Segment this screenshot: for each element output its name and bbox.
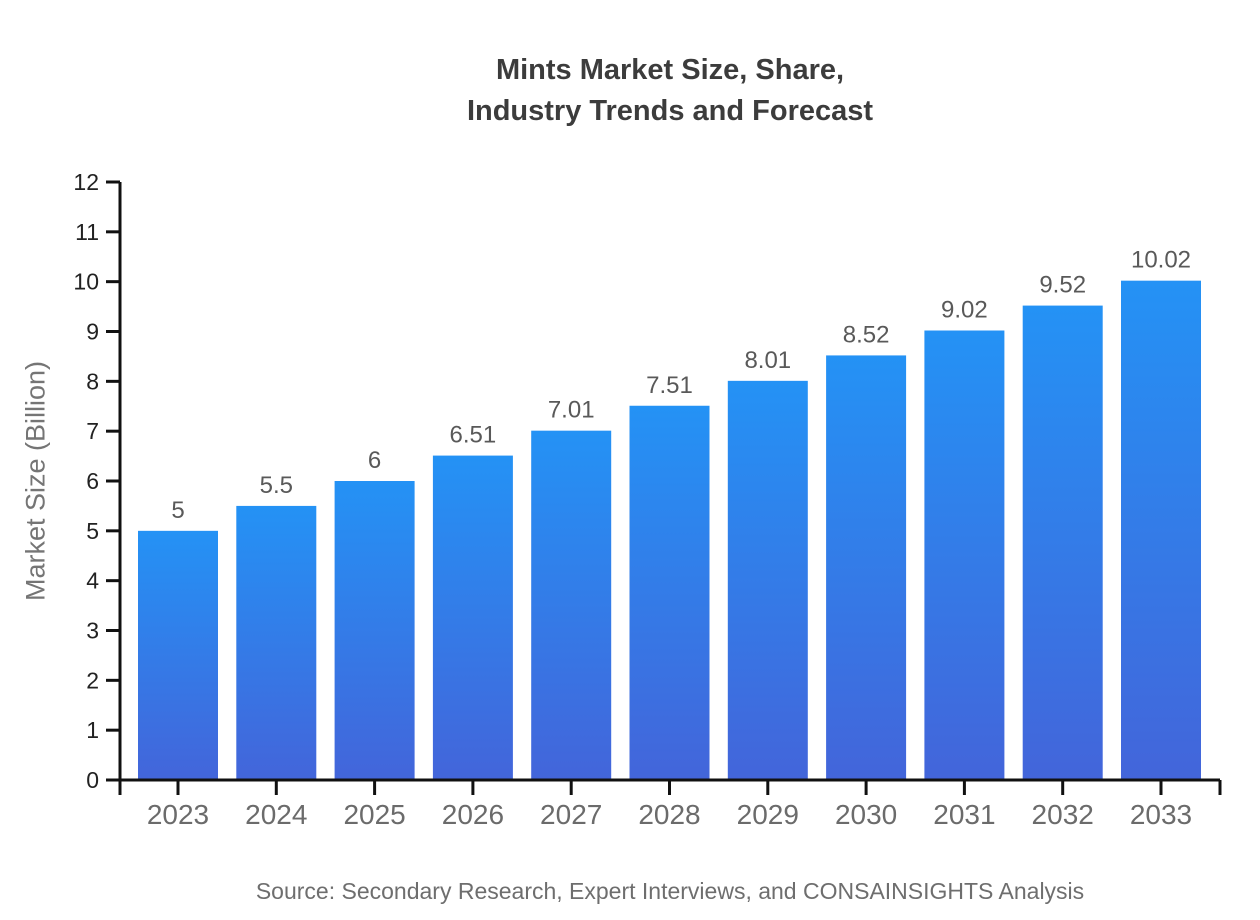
y-axis-tick-label: 4	[86, 568, 99, 594]
y-axis-tick-label: 0	[86, 767, 99, 793]
chart-title-line-1: Mints Market Size, Share,	[495, 54, 845, 86]
x-axis-tick-label: 2025	[343, 799, 405, 830]
chart-title-line-2: Industry Trends and Forecast	[466, 95, 874, 127]
bar	[1022, 305, 1103, 780]
x-axis-tick-label: 2032	[1032, 799, 1094, 830]
chart-title: Mints Market Size, Share, Industry Trend…	[120, 50, 1220, 132]
y-axis-tick-label: 6	[86, 468, 99, 494]
y-axis-tick-label: 7	[86, 418, 99, 444]
bar	[727, 380, 808, 780]
bar-value-label: 5.5	[260, 472, 293, 499]
y-axis-tick-label: 1	[86, 717, 99, 743]
x-axis-tick-label: 2028	[638, 799, 700, 830]
x-axis-tick-label: 2031	[933, 799, 995, 830]
bar	[826, 355, 907, 780]
x-axis-tick-label: 2023	[147, 799, 209, 830]
bar-value-label: 7.51	[646, 372, 693, 399]
x-axis-tick-label: 2027	[540, 799, 602, 830]
bar	[1121, 280, 1201, 780]
x-axis-tick-label: 2033	[1130, 799, 1192, 830]
bar-value-label: 8.01	[744, 347, 791, 374]
bar	[924, 330, 1005, 780]
bar-value-label: 5	[171, 497, 184, 524]
y-axis-tick-label: 2	[86, 667, 99, 693]
y-axis-tick-label: 11	[75, 219, 99, 245]
bar-value-label: 10.02	[1131, 247, 1191, 274]
y-axis-tick-label: 10	[73, 269, 99, 295]
bar-value-label: 8.52	[843, 321, 890, 348]
source-note: Source: Secondary Research, Expert Inter…	[255, 878, 1085, 904]
x-axis-tick-label: 2030	[835, 799, 897, 830]
bar-value-label: 7.01	[548, 397, 595, 424]
x-axis-tick-label: 2024	[245, 799, 307, 830]
bar-value-label: 6	[368, 447, 381, 474]
bar	[432, 455, 513, 780]
x-axis-tick-label: 2026	[442, 799, 504, 830]
y-axis-tick-label: 9	[86, 319, 99, 345]
bar	[334, 481, 415, 780]
axis-line	[118, 182, 1220, 782]
x-axis-tick-label: 2029	[737, 799, 799, 830]
bar	[138, 530, 218, 780]
y-axis-tick-label: 8	[86, 368, 99, 394]
y-axis-title: Market Size (Billion)	[20, 360, 51, 602]
bar-value-label: 6.51	[450, 422, 497, 449]
y-axis-tick-label: 12	[73, 169, 99, 195]
bar	[236, 505, 317, 780]
y-axis-tick-label: 5	[86, 518, 99, 544]
bar-value-label: 9.02	[941, 297, 988, 324]
bar	[531, 430, 612, 780]
y-axis-tick-label: 3	[86, 618, 99, 644]
bar-value-label: 9.52	[1039, 272, 1086, 299]
bar	[629, 405, 710, 780]
